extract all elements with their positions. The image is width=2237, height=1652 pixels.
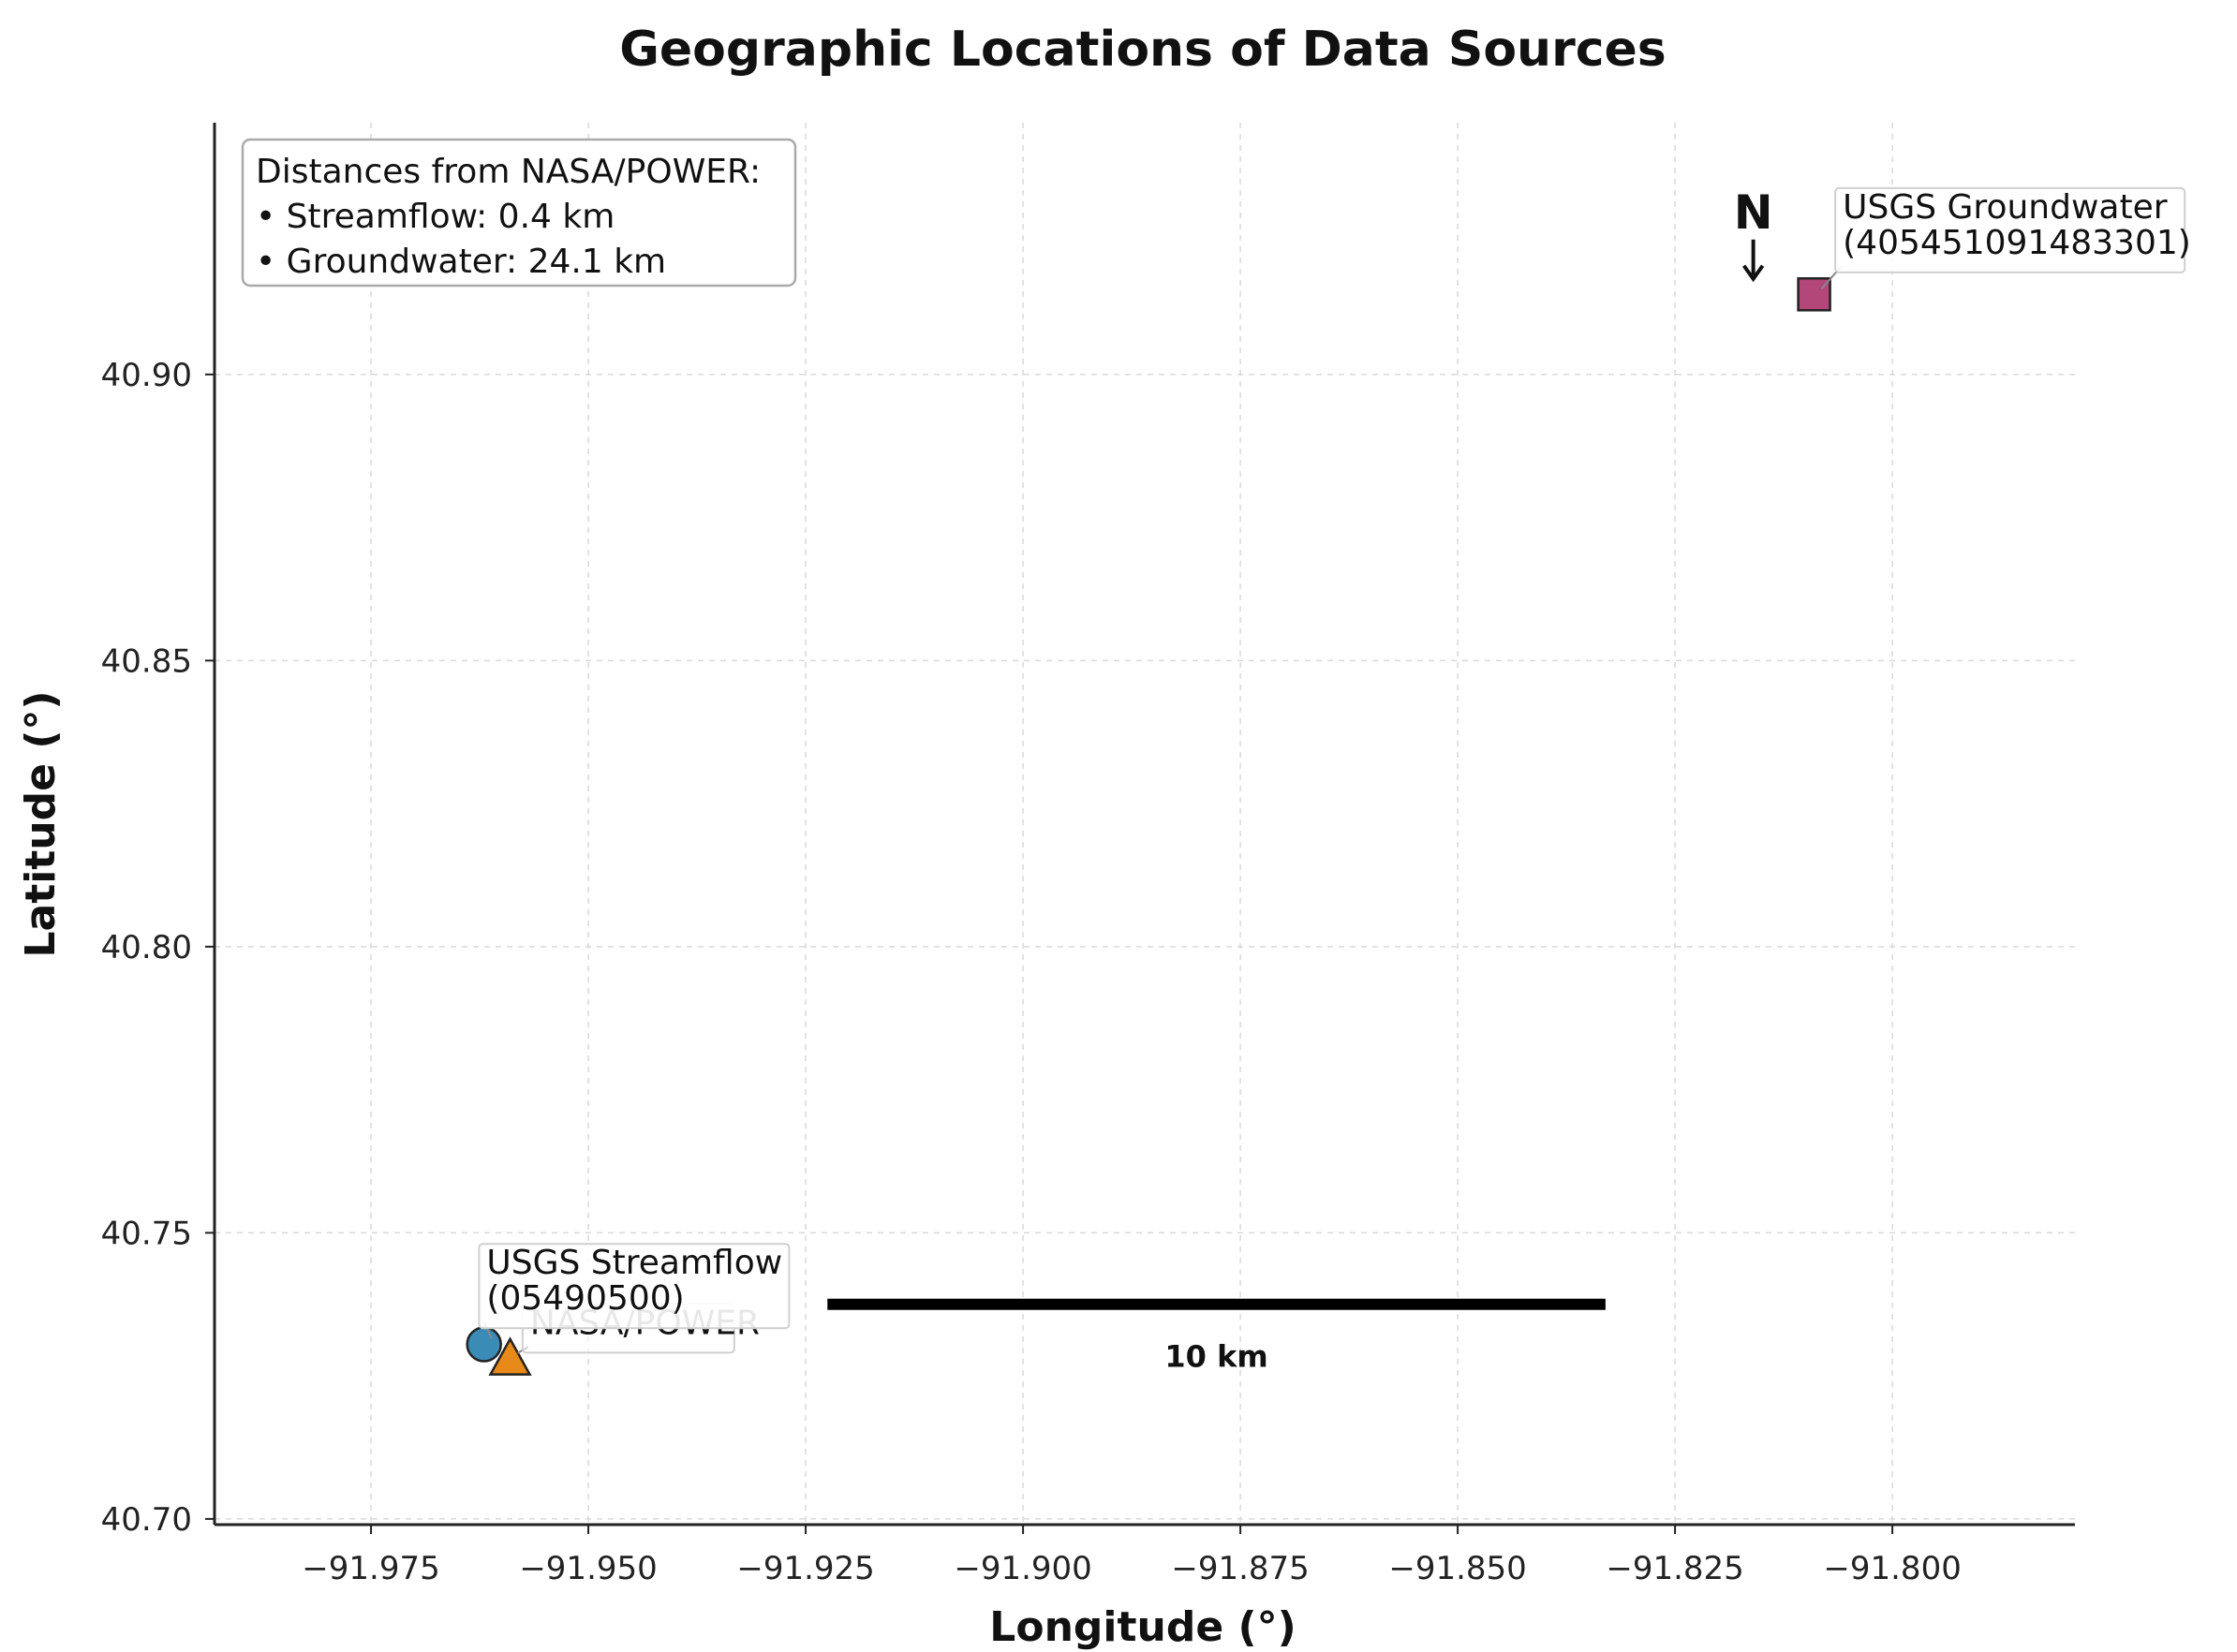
info-box-line: • Streamflow: 0.4 km	[256, 198, 615, 236]
annotation-text: USGS Groundwater	[1843, 188, 2168, 227]
annotation-box	[478, 1243, 791, 1330]
x-tick-label: −91.825	[1606, 1550, 1743, 1587]
north-label: N	[1734, 185, 1773, 240]
x-tick-label: −91.875	[1171, 1550, 1309, 1587]
distance-info-box: Distances from NASA/POWER: • Streamflow: …	[241, 138, 797, 288]
point-usgs-streamflow	[466, 1326, 502, 1363]
x-tick-label: −91.900	[954, 1550, 1091, 1587]
y-tick-label: 40.70	[101, 1501, 192, 1539]
x-axis-label: Longitude (°)	[989, 1603, 1296, 1651]
x-ticks: −91.975 −91.950 −91.925 −91.900 −91.875 −91.8…	[302, 1525, 1962, 1587]
point-nasa-power	[488, 1336, 532, 1376]
point-annotations: NASA/POWERUSGS Streamflow(05490500)USGS …	[478, 186, 2191, 1354]
annotation-box	[1834, 186, 2186, 273]
info-box-line: Distances from NASA/POWER:	[256, 153, 761, 191]
y-tick-label: 40.90	[101, 357, 192, 394]
y-tick-label: 40.80	[101, 929, 192, 966]
annotation-text: (05490500)	[486, 1279, 684, 1318]
annotation-usgs-streamflow: USGS Streamflow(05490500)	[478, 1243, 791, 1339]
y-tick-label: 40.75	[101, 1215, 192, 1252]
data-points	[466, 277, 1831, 1376]
point-usgs-groundwater	[1797, 277, 1831, 312]
north-arrow-head	[1741, 264, 1765, 283]
chart-title: Geographic Locations of Data Sources	[619, 22, 1667, 78]
x-tick-label: −91.975	[302, 1550, 439, 1587]
x-tick-label: −91.925	[736, 1550, 874, 1587]
x-tick-label: −91.850	[1388, 1550, 1526, 1587]
scale-bar-label: 10 km	[1164, 1339, 1267, 1375]
scale-bar: 10 km	[827, 1298, 1606, 1375]
annotation-usgs-groundwater: USGS Groundwater(405451091483301)	[1820, 186, 2191, 289]
y-ticks: 40.70 40.75 40.80 40.85 40.90	[101, 357, 215, 1539]
x-tick-label: −91.950	[519, 1550, 657, 1587]
north-arrow: N	[1734, 185, 1773, 283]
x-tick-label: −91.800	[1823, 1550, 1961, 1587]
info-box-frame	[241, 138, 797, 288]
y-tick-label: 40.85	[101, 642, 192, 680]
annotation-text: (405451091483301)	[1843, 224, 2191, 262]
y-axis-label: Latitude (°)	[17, 690, 65, 957]
info-box-line: • Groundwater: 24.1 km	[256, 243, 666, 281]
grid	[215, 123, 2075, 1525]
annotation-text: USGS Streamflow	[486, 1244, 782, 1282]
axes	[213, 123, 2075, 1527]
